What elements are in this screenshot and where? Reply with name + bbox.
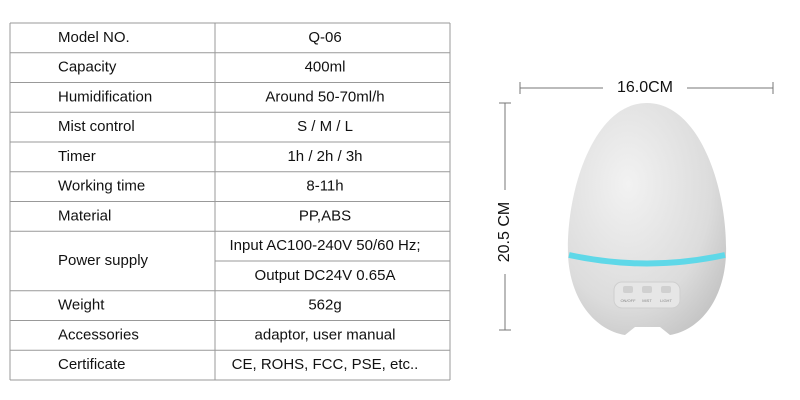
spec-value: PP,ABS xyxy=(299,207,351,224)
spec-value: S / M / L xyxy=(297,118,353,135)
button-label: LIGHT xyxy=(660,298,672,303)
spec-label: Weight xyxy=(58,297,105,314)
button-label: MIST xyxy=(642,298,652,303)
spec-label: Power supply xyxy=(58,252,149,269)
spec-value: Output DC24V 0.65A xyxy=(255,267,396,284)
width-label: 16.0CM xyxy=(617,79,673,96)
spec-value: Q-06 xyxy=(308,29,341,46)
spec-value: Around 50-70ml/h xyxy=(265,88,384,105)
spec-value: Input AC100-240V 50/60 Hz; xyxy=(230,237,421,254)
label-bg xyxy=(603,76,687,100)
spec-value: 400ml xyxy=(305,59,346,76)
spec-value: adaptor, user manual xyxy=(255,326,396,343)
spec-label: Model NO. xyxy=(58,29,130,46)
spec-label: Capacity xyxy=(58,59,117,76)
egg-body xyxy=(567,103,727,335)
height-label: 20.5 CM xyxy=(496,202,513,262)
button-label: ON/OFF xyxy=(620,298,636,303)
product-illustration: 16.0CM 20.5 CM xyxy=(493,76,774,335)
spec-label: Mist control xyxy=(58,118,135,135)
spec-label: Timer xyxy=(58,148,96,165)
spec-value: CE, ROHS, FCC, PSE, etc.. xyxy=(232,356,419,373)
spec-value: 562g xyxy=(308,297,341,314)
button xyxy=(623,286,633,293)
spec-label: Humidification xyxy=(58,88,152,105)
label-bg xyxy=(493,190,517,274)
button xyxy=(661,286,671,293)
spec-value: 1h / 2h / 3h xyxy=(287,148,362,165)
spec-table: Model NO. Q-06 Capacity 400ml Humidification… xyxy=(9,22,451,381)
button xyxy=(642,286,652,293)
spec-label: Accessories xyxy=(58,326,139,343)
spec-label: Material xyxy=(58,207,111,224)
spec-value: 8-11h xyxy=(306,178,343,195)
spec-label: Certificate xyxy=(58,356,126,373)
button-panel xyxy=(613,281,681,309)
spec-label: Working time xyxy=(58,178,145,195)
light-band xyxy=(568,252,726,267)
